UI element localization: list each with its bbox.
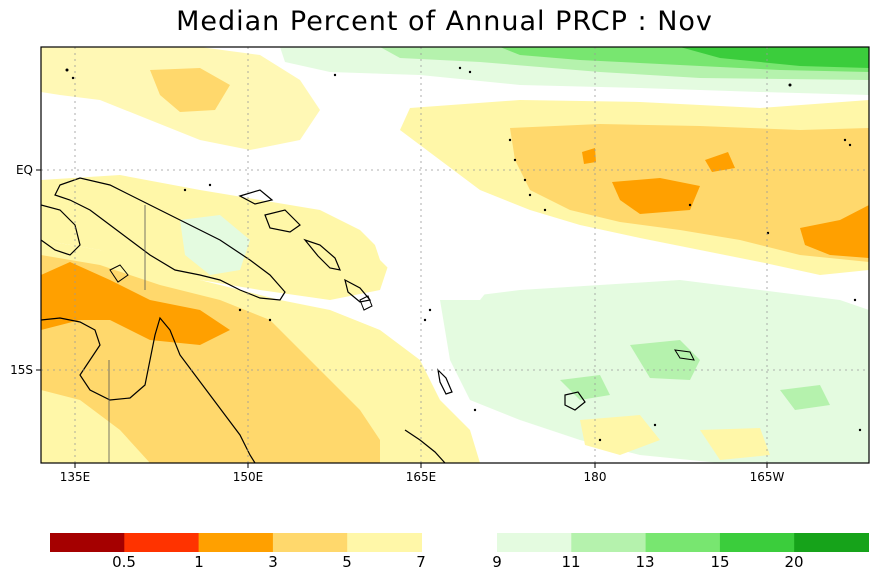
colorbar-label: 5 bbox=[342, 553, 352, 571]
colorbar-swatch bbox=[497, 533, 572, 552]
colorbar-label: 9 bbox=[492, 553, 502, 571]
colorbar-label: 1 bbox=[194, 553, 204, 571]
colorbar-label: 11 bbox=[561, 553, 581, 571]
colorbar-label: 20 bbox=[784, 553, 804, 571]
colorbar-swatch bbox=[198, 533, 274, 552]
map-title: Median Percent of Annual PRCP : Nov bbox=[176, 6, 713, 37]
colorbar-swatch bbox=[272, 533, 348, 552]
lon-tick-label: 135E bbox=[60, 470, 91, 484]
colorbar-swatch bbox=[50, 533, 125, 552]
lon-tick-label: 180 bbox=[584, 470, 607, 484]
colorbar-swatch bbox=[794, 533, 869, 552]
lon-tick-label: 165W bbox=[750, 470, 785, 484]
map-frame bbox=[40, 46, 870, 464]
colorbar-label: 7 bbox=[416, 553, 426, 571]
colorbar-swatch bbox=[571, 533, 647, 552]
lat-tick-label: EQ bbox=[16, 163, 33, 177]
colorbar-swatch bbox=[645, 533, 721, 552]
colorbar-wet bbox=[497, 533, 869, 552]
colorbar-swatch bbox=[124, 533, 200, 552]
lat-tick-label: 15S bbox=[10, 363, 33, 377]
colorbar-swatch bbox=[347, 533, 422, 552]
map-field bbox=[41, 47, 869, 463]
colorbar-dry bbox=[50, 533, 422, 552]
lon-tick-label: 150E bbox=[233, 470, 264, 484]
lon-tick-label: 165E bbox=[406, 470, 437, 484]
colorbar-swatch bbox=[719, 533, 795, 552]
colorbar-label: 0.5 bbox=[112, 553, 136, 571]
colorbar-label: 13 bbox=[635, 553, 655, 571]
colorbar-label: 3 bbox=[268, 553, 278, 571]
colorbar-label: 15 bbox=[710, 553, 730, 571]
